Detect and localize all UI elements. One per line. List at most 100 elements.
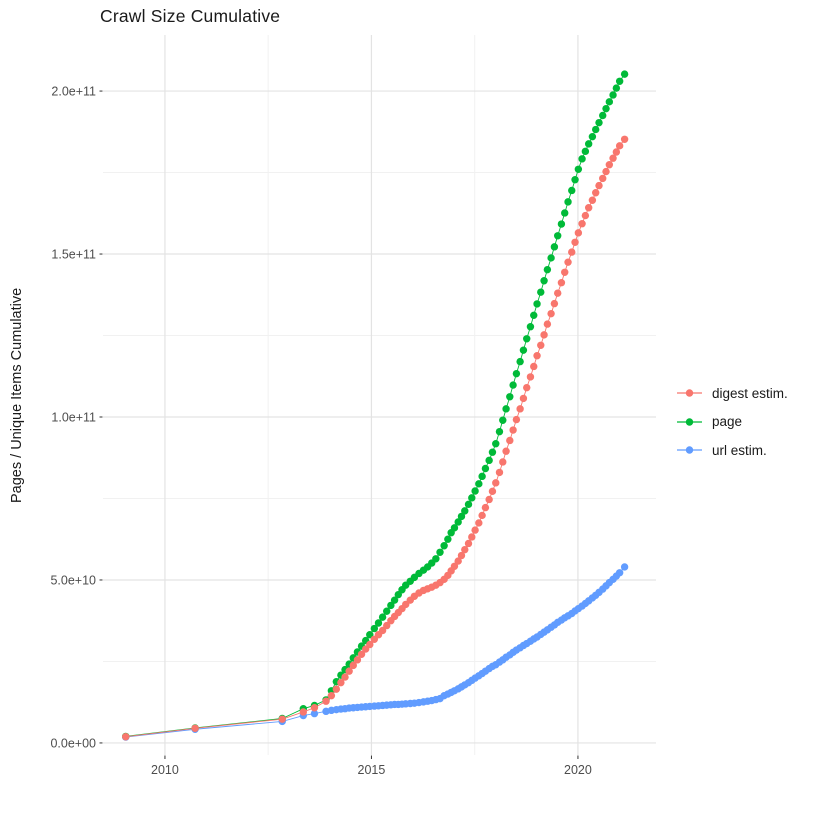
y-axis-tick-label: 5.0e+10 bbox=[50, 573, 96, 587]
data-point-digest-estim bbox=[599, 174, 607, 183]
data-point-page bbox=[581, 147, 590, 156]
data-point-page bbox=[533, 300, 541, 308]
data-point-digest-estim bbox=[609, 154, 617, 162]
data-point-digest-estim bbox=[533, 352, 541, 360]
legend-item-page: page bbox=[676, 408, 788, 437]
data-point-digest-estim bbox=[366, 640, 374, 649]
data-point-url-estim bbox=[620, 563, 629, 571]
chart-title: Crawl Size Cumulative bbox=[100, 6, 281, 26]
data-point-url-estim bbox=[310, 709, 319, 718]
data-point-page bbox=[550, 243, 559, 251]
data-point-page bbox=[571, 176, 579, 184]
data-point-digest-estim bbox=[357, 650, 366, 658]
data-point-digest-estim bbox=[574, 229, 583, 237]
data-point-digest-estim bbox=[341, 673, 349, 681]
data-point-page bbox=[599, 111, 607, 120]
x-axis-tick-label: 2010 bbox=[151, 763, 179, 777]
data-point-digest-estim bbox=[337, 678, 345, 687]
data-point-page bbox=[464, 500, 473, 509]
y-axis-tick-label: 0.0e+00 bbox=[50, 736, 96, 750]
data-point-digest-estim bbox=[345, 667, 353, 675]
data-point-digest-estim bbox=[299, 708, 308, 716]
data-point-digest-estim bbox=[523, 383, 531, 392]
data-point-digest-estim bbox=[554, 289, 562, 297]
data-point-digest-estim bbox=[547, 309, 555, 318]
data-point-digest-estim bbox=[468, 533, 476, 541]
data-point-digest-estim bbox=[457, 551, 466, 560]
data-point-digest-estim bbox=[481, 503, 490, 512]
data-point-page bbox=[502, 405, 510, 413]
x-axis-tick-label: 2020 bbox=[564, 763, 592, 777]
data-point-digest-estim bbox=[322, 697, 330, 705]
data-point-digest-estim bbox=[488, 487, 497, 496]
data-point-digest-estim bbox=[530, 362, 538, 371]
legend-item-digest-estim: digest estim. bbox=[676, 379, 788, 408]
data-point-digest-estim bbox=[605, 161, 614, 169]
legend: digest estim. page url estim. bbox=[676, 379, 788, 465]
data-point-page bbox=[440, 542, 448, 550]
data-point-page bbox=[492, 440, 500, 448]
data-point-page bbox=[454, 518, 462, 526]
data-point-digest-estim bbox=[454, 557, 462, 565]
data-point-page bbox=[512, 369, 521, 378]
y-axis-tick-label: 1.0e+11 bbox=[51, 411, 96, 425]
data-point-page bbox=[471, 487, 479, 495]
data-point-page bbox=[615, 77, 624, 85]
data-point-digest-estim bbox=[602, 167, 610, 176]
data-point-page bbox=[568, 186, 576, 195]
data-point-page bbox=[390, 596, 399, 604]
data-point-digest-estim bbox=[191, 724, 199, 732]
legend-key-page-icon bbox=[677, 418, 702, 426]
data-point-digest-estim bbox=[471, 526, 479, 534]
data-point-digest-estim bbox=[516, 405, 524, 413]
data-point-page bbox=[485, 456, 493, 465]
data-point-page bbox=[436, 548, 444, 556]
data-point-page bbox=[370, 624, 379, 633]
data-point-page bbox=[595, 118, 603, 127]
data-point-digest-estim bbox=[592, 189, 600, 197]
data-point-page bbox=[444, 535, 452, 543]
data-point-digest-estim bbox=[550, 299, 559, 308]
data-point-digest-estim bbox=[383, 621, 391, 630]
data-point-url-estim bbox=[615, 569, 624, 577]
data-point-page bbox=[509, 381, 517, 389]
data-point-page bbox=[450, 524, 459, 532]
data-point-digest-estim bbox=[519, 394, 528, 403]
data-point-digest-estim bbox=[584, 204, 593, 212]
data-point-page bbox=[554, 232, 562, 240]
data-point-digest-estim bbox=[506, 436, 514, 445]
legend-key-url-icon bbox=[677, 446, 702, 454]
data-point-page bbox=[612, 84, 621, 92]
x-axis-tick-label: 2015 bbox=[358, 763, 386, 777]
data-point-page bbox=[584, 140, 593, 148]
data-point-digest-estim bbox=[595, 181, 603, 190]
data-point-page bbox=[523, 335, 531, 343]
data-point-digest-estim bbox=[349, 661, 357, 670]
legend-label-page: page bbox=[712, 414, 743, 430]
data-point-digest-estim bbox=[564, 258, 572, 266]
data-point-page bbox=[478, 472, 486, 481]
data-point-page bbox=[374, 619, 383, 627]
data-point-page bbox=[592, 125, 600, 134]
data-point-page bbox=[495, 427, 504, 436]
data-point-digest-estim bbox=[512, 415, 521, 424]
data-point-page bbox=[461, 507, 469, 515]
y-axis-tick-label: 2.0e+11 bbox=[51, 85, 96, 99]
y-axis-title: Pages / Unique Items Cumulative bbox=[9, 287, 25, 503]
data-point-digest-estim bbox=[353, 656, 362, 664]
data-point-digest-estim bbox=[509, 426, 517, 434]
data-point-page bbox=[387, 601, 395, 610]
data-point-page bbox=[526, 323, 535, 331]
data-point-digest-estim bbox=[461, 545, 469, 554]
data-point-digest-estim bbox=[571, 238, 579, 246]
data-point-digest-estim bbox=[122, 733, 130, 741]
data-point-page bbox=[537, 288, 545, 296]
data-point-page bbox=[366, 631, 374, 639]
data-point-digest-estim bbox=[526, 373, 535, 381]
data-point-digest-estim bbox=[499, 458, 507, 466]
data-point-page bbox=[457, 512, 466, 521]
legend-label-url-estim: url estim. bbox=[712, 442, 767, 458]
data-point-page bbox=[620, 70, 629, 78]
data-point-page bbox=[378, 613, 387, 621]
